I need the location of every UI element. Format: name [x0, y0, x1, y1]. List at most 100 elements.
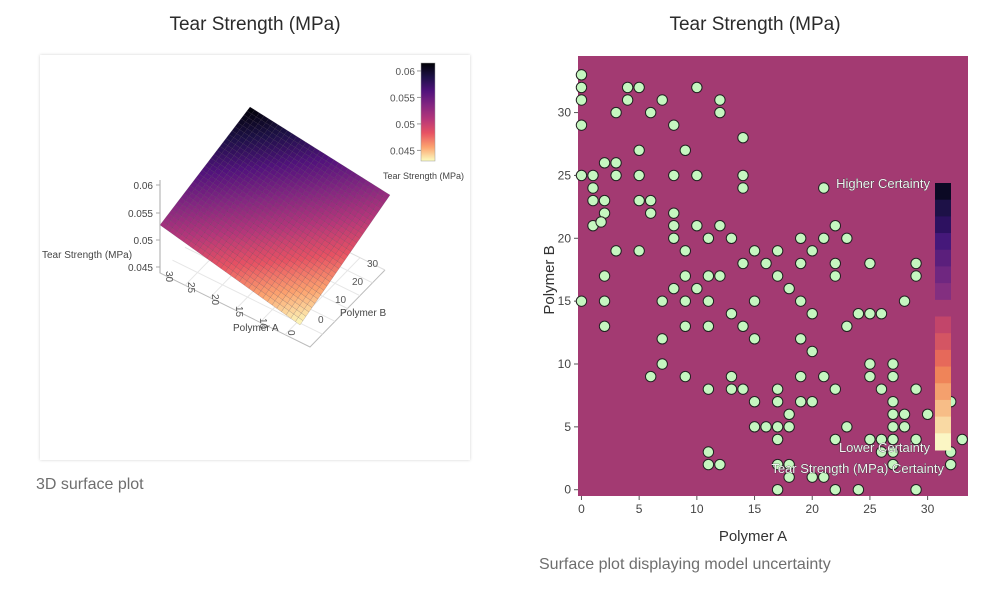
surface-plot-caption: 3D surface plot [36, 476, 144, 493]
uncertainty-plot-svg[interactable]: 0 5 10 15 20 25 30 0 5 10 15 20 25 30 Polymer A Polymer… [530, 30, 1000, 575]
data-point [610, 106, 622, 119]
lower-certainty-label: Lower Certainty [839, 440, 931, 455]
x-tick-label: 15 [748, 502, 762, 516]
y-tick-label: 30 [367, 259, 379, 270]
data-point [898, 421, 911, 433]
data-points [575, 69, 968, 496]
data-point [818, 182, 830, 194]
data-point [668, 169, 680, 182]
data-point [610, 157, 622, 169]
data-point [598, 157, 611, 169]
data-point [771, 458, 784, 471]
data-point [598, 270, 611, 282]
data-point [610, 169, 622, 182]
data-point [760, 421, 772, 433]
data-point [691, 282, 703, 295]
z-axis-title: Tear Strength (MPa) [42, 250, 132, 261]
data-point [587, 169, 599, 182]
certainty-swatch [935, 383, 951, 401]
certainty-swatch [935, 233, 951, 251]
data-point [898, 408, 911, 420]
colorbar-title: Tear Strength (MPa) [383, 171, 464, 181]
data-point [633, 81, 645, 94]
data-point [575, 119, 588, 131]
x-tick-label: 20 [209, 294, 220, 306]
data-point [587, 194, 599, 207]
y-tick-label: 0 [318, 315, 324, 326]
x-tick-label: 10 [257, 318, 268, 330]
certainty-swatch [935, 183, 951, 201]
data-point [748, 333, 761, 345]
colorbar-bar [420, 62, 436, 162]
data-point [829, 220, 842, 232]
surface-plot-svg[interactable]: 0.06 0.055 0.05 0.045 Tear Strength (MPa) 0 10… [40, 55, 470, 460]
uncertainty-plot-caption: Surface plot displaying model uncertaint… [539, 556, 831, 573]
data-point [575, 295, 588, 307]
certainty-legend: Higher Certainty Lower Certainty Tear Stre… [771, 176, 951, 476]
data-point [725, 232, 738, 244]
x-tick-label: 30 [163, 271, 174, 283]
data-point [633, 245, 645, 257]
x-tick-label: 30 [921, 502, 935, 516]
data-point [737, 132, 749, 144]
data-point [679, 270, 692, 282]
data-point [656, 333, 668, 345]
data-point [887, 446, 899, 458]
data-point [852, 484, 865, 496]
z-tick-label: 0.05 [134, 236, 154, 247]
data-point [598, 194, 611, 207]
y-tick-label: 20 [558, 231, 572, 245]
x-tick-label: 5 [636, 502, 643, 516]
certainty-swatch [935, 249, 951, 267]
data-point [737, 383, 749, 395]
data-point [725, 370, 738, 383]
data-point [771, 396, 784, 408]
data-point [633, 169, 645, 182]
data-point [956, 433, 968, 446]
data-point [806, 471, 818, 483]
x-tick-label: 25 [863, 502, 877, 516]
data-point [875, 383, 888, 395]
x-tick-label: 25 [185, 282, 196, 294]
data-point [633, 194, 645, 207]
data-point [702, 458, 715, 471]
data-point [668, 232, 680, 244]
data-point [841, 320, 853, 332]
data-point [864, 308, 876, 320]
z-tick-label: 0.045 [128, 263, 153, 274]
x-tick-label: 10 [690, 502, 704, 516]
data-point [714, 106, 726, 119]
data-point [944, 458, 957, 471]
data-point [644, 106, 657, 119]
data-point [783, 282, 795, 295]
data-point [714, 220, 726, 232]
data-point [806, 345, 818, 358]
certainty-swatch [935, 199, 951, 217]
data-point [783, 408, 795, 420]
right-chart-title: Tear Strength (MPa) [669, 14, 841, 35]
certainty-swatch [935, 433, 951, 451]
certainty-swatch [935, 283, 951, 301]
data-point [829, 433, 842, 446]
certainty-swatch [935, 349, 951, 368]
data-point [633, 144, 645, 156]
data-point [887, 370, 899, 383]
data-point [783, 458, 795, 471]
data-point [806, 245, 818, 257]
data-point [875, 433, 888, 446]
certainty-swatch [935, 366, 951, 384]
data-point [794, 295, 807, 307]
surface-plot-card[interactable]: 0.06 0.055 0.05 0.045 Tear Strength (MPa) 0 10… [40, 55, 470, 460]
data-point [794, 232, 807, 244]
data-point [691, 220, 703, 232]
data-point [725, 308, 738, 320]
data-point [668, 220, 680, 232]
data-point [910, 270, 922, 282]
z-tick-label: 0.055 [128, 209, 153, 220]
data-point [887, 421, 899, 433]
data-point [864, 433, 876, 446]
data-point [783, 421, 795, 433]
data-point [864, 358, 876, 370]
data-point [794, 370, 807, 383]
data-point [668, 282, 680, 295]
